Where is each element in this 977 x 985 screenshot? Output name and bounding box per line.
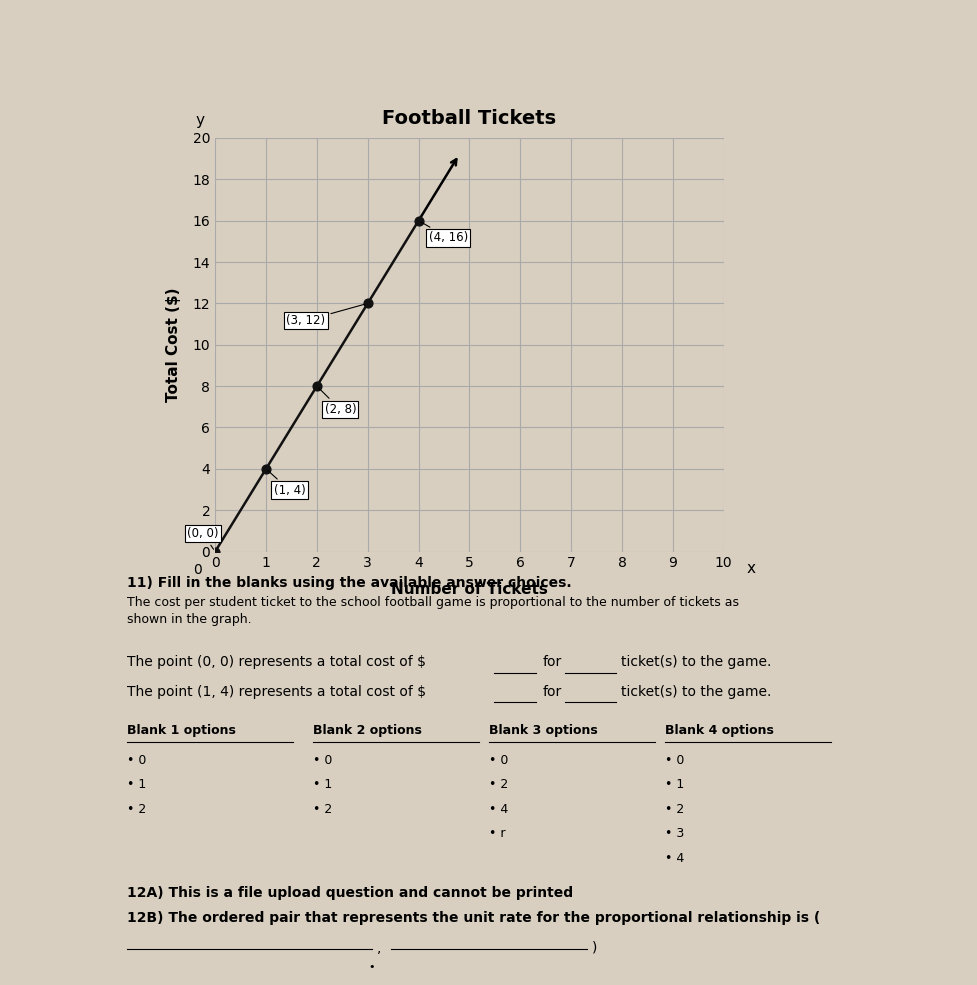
Text: • 4: • 4 <box>488 803 508 816</box>
Point <box>360 296 375 311</box>
Text: (3, 12): (3, 12) <box>286 304 364 327</box>
Point <box>410 213 426 229</box>
Text: (0, 0): (0, 0) <box>187 527 219 550</box>
Y-axis label: Total Cost ($): Total Cost ($) <box>166 288 182 402</box>
Text: • 2: • 2 <box>664 803 684 816</box>
Point <box>258 461 274 477</box>
Text: • 1: • 1 <box>664 778 684 791</box>
Title: Football Tickets: Football Tickets <box>382 109 556 128</box>
Text: ): ) <box>591 941 596 954</box>
Text: Blank 4 options: Blank 4 options <box>664 724 773 737</box>
Text: • 2: • 2 <box>313 803 332 816</box>
Text: (4, 16): (4, 16) <box>420 222 468 244</box>
Text: The point (1, 4) represents a total cost of $: The point (1, 4) represents a total cost… <box>127 685 426 698</box>
Point <box>309 378 324 394</box>
Text: • 1: • 1 <box>313 778 332 791</box>
Text: • 0: • 0 <box>313 754 332 766</box>
Text: ticket(s) to the game.: ticket(s) to the game. <box>620 655 771 669</box>
Text: • r: • r <box>488 827 505 840</box>
Text: ticket(s) to the game.: ticket(s) to the game. <box>620 685 771 698</box>
Text: • 0: • 0 <box>664 754 684 766</box>
Text: The cost per student ticket to the school football game is proportional to the n: The cost per student ticket to the schoo… <box>127 596 739 609</box>
Text: • 3: • 3 <box>664 827 684 840</box>
Text: 12B) The ordered pair that represents the unit rate for the proportional relatio: 12B) The ordered pair that represents th… <box>127 911 820 925</box>
Text: Blank 2 options: Blank 2 options <box>313 724 421 737</box>
Text: • 2: • 2 <box>488 778 508 791</box>
Text: 11) Fill in the blanks using the available answer choices.: 11) Fill in the blanks using the availab… <box>127 576 572 590</box>
Text: x: x <box>745 560 755 575</box>
Text: shown in the graph.: shown in the graph. <box>127 613 251 625</box>
X-axis label: Number of Tickets: Number of Tickets <box>391 581 547 597</box>
Text: 0: 0 <box>192 563 201 577</box>
Text: The point (0, 0) represents a total cost of $: The point (0, 0) represents a total cost… <box>127 655 426 669</box>
Text: ,: , <box>376 941 380 954</box>
Text: Blank 3 options: Blank 3 options <box>488 724 597 737</box>
Point <box>207 544 223 559</box>
Text: for: for <box>542 655 562 669</box>
Text: for: for <box>542 685 562 698</box>
Text: • 2: • 2 <box>127 803 147 816</box>
Text: (2, 8): (2, 8) <box>319 388 356 416</box>
Text: • 0: • 0 <box>127 754 147 766</box>
Text: • 0: • 0 <box>488 754 508 766</box>
Text: (1, 4): (1, 4) <box>268 471 305 496</box>
Text: 12A) This is a file upload question and cannot be printed: 12A) This is a file upload question and … <box>127 886 573 900</box>
Text: •: • <box>368 962 374 972</box>
Text: Blank 1 options: Blank 1 options <box>127 724 235 737</box>
Text: • 4: • 4 <box>664 852 684 865</box>
Text: y: y <box>195 112 204 127</box>
Text: • 1: • 1 <box>127 778 147 791</box>
